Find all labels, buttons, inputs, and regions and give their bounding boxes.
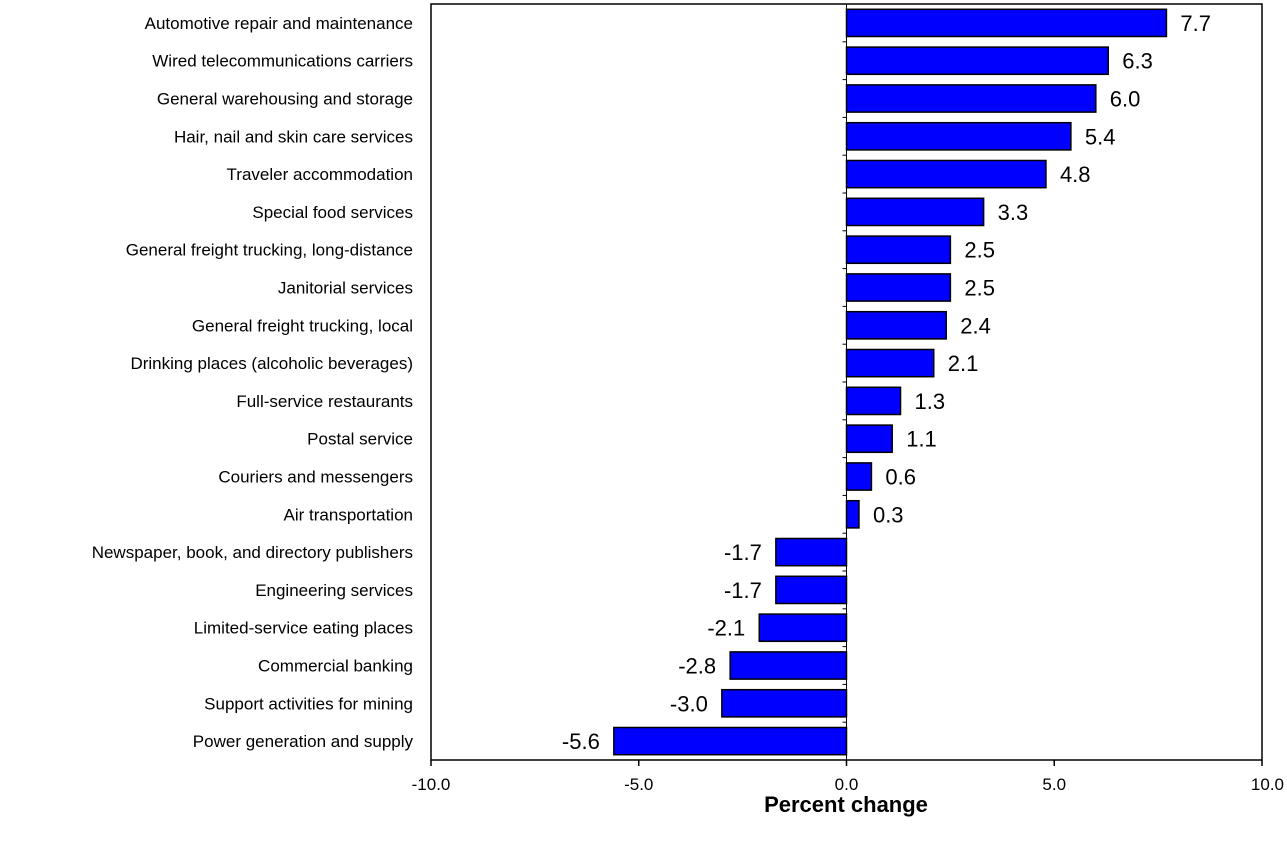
category-label: Couriers and messengers: [218, 468, 413, 487]
category-label: Power generation and supply: [193, 732, 414, 751]
bar: [845, 235, 952, 265]
category-label: General warehousing and storage: [157, 90, 413, 109]
category-label: Limited-service eating places: [194, 619, 413, 638]
bar: [845, 462, 873, 491]
category-label: Wired telecommunications carriers: [152, 52, 413, 71]
value-label: 2.5: [964, 238, 995, 263]
category-label: Engineering services: [255, 581, 413, 600]
x-axis-title: Percent change: [764, 792, 928, 817]
value-label: -2.8: [678, 654, 716, 679]
x-axis-ticks-group: -10.0 -5.0 0.0 5.0 10.0: [412, 41, 1284, 794]
value-label: -3.0: [670, 691, 708, 716]
x-tick-label: 10.0: [1251, 775, 1284, 794]
value-label: 6.0: [1110, 87, 1141, 112]
category-label: General freight trucking, long-distance: [126, 241, 413, 260]
bar: [845, 424, 893, 454]
value-label: 1.1: [906, 427, 937, 452]
bar: [721, 688, 848, 718]
x-tick-label: 5.0: [1042, 775, 1066, 794]
category-label: Postal service: [307, 430, 413, 449]
bar: [845, 197, 985, 227]
bar: [613, 726, 848, 756]
category-labels-group: Automotive repair and maintenance Wired t…: [92, 14, 414, 751]
bar: [845, 386, 902, 416]
bar: [845, 8, 1168, 38]
value-label: 2.1: [948, 351, 979, 376]
category-label: Support activities for mining: [204, 694, 413, 713]
x-tick-label: 0.0: [835, 775, 859, 794]
category-label: Newspaper, book, and directory publisher…: [92, 543, 413, 562]
bars-group: [613, 8, 1168, 756]
bar: [845, 348, 935, 378]
category-label: Air transportation: [284, 505, 413, 524]
bar: [775, 575, 848, 605]
bar: [758, 613, 848, 643]
x-tick-label: -10.0: [412, 775, 451, 794]
bar: [845, 499, 860, 529]
value-label: 6.3: [1122, 49, 1153, 74]
value-label: 1.3: [915, 389, 946, 414]
category-label: Janitorial services: [278, 279, 413, 298]
value-label: -2.1: [707, 616, 745, 641]
bar: [845, 159, 1047, 189]
bar: [729, 651, 848, 680]
category-label: Special food services: [252, 203, 413, 222]
bar: [845, 84, 1097, 113]
category-label: Hair, nail and skin care services: [174, 127, 413, 146]
value-label: 5.4: [1085, 124, 1116, 149]
value-label: 2.5: [964, 276, 995, 301]
value-label: -1.7: [724, 578, 762, 603]
bar: [845, 273, 952, 302]
category-label: General freight trucking, local: [192, 316, 413, 335]
category-label: Traveler accommodation: [227, 165, 413, 184]
value-label: -1.7: [724, 540, 762, 565]
value-label: 4.8: [1060, 162, 1091, 187]
bar: [845, 121, 1072, 151]
value-label: 0.3: [873, 502, 904, 527]
value-labels-group: 7.76.36.05.44.83.32.52.52.42.11.31.10.60…: [562, 11, 1211, 754]
bar: [775, 537, 848, 567]
category-label: Commercial banking: [258, 657, 413, 676]
category-label: Automotive repair and maintenance: [145, 14, 413, 33]
value-label: -5.6: [562, 729, 600, 754]
category-label: Drinking places (alcoholic beverages): [130, 354, 413, 373]
bar: [845, 310, 947, 340]
value-label: 3.3: [998, 200, 1029, 225]
value-label: 2.4: [960, 313, 991, 338]
value-label: 0.6: [885, 465, 916, 490]
category-label: Full-service restaurants: [236, 392, 413, 411]
bar: [845, 46, 1110, 76]
x-tick-label: -5.0: [624, 775, 653, 794]
value-label: 7.7: [1180, 11, 1211, 36]
